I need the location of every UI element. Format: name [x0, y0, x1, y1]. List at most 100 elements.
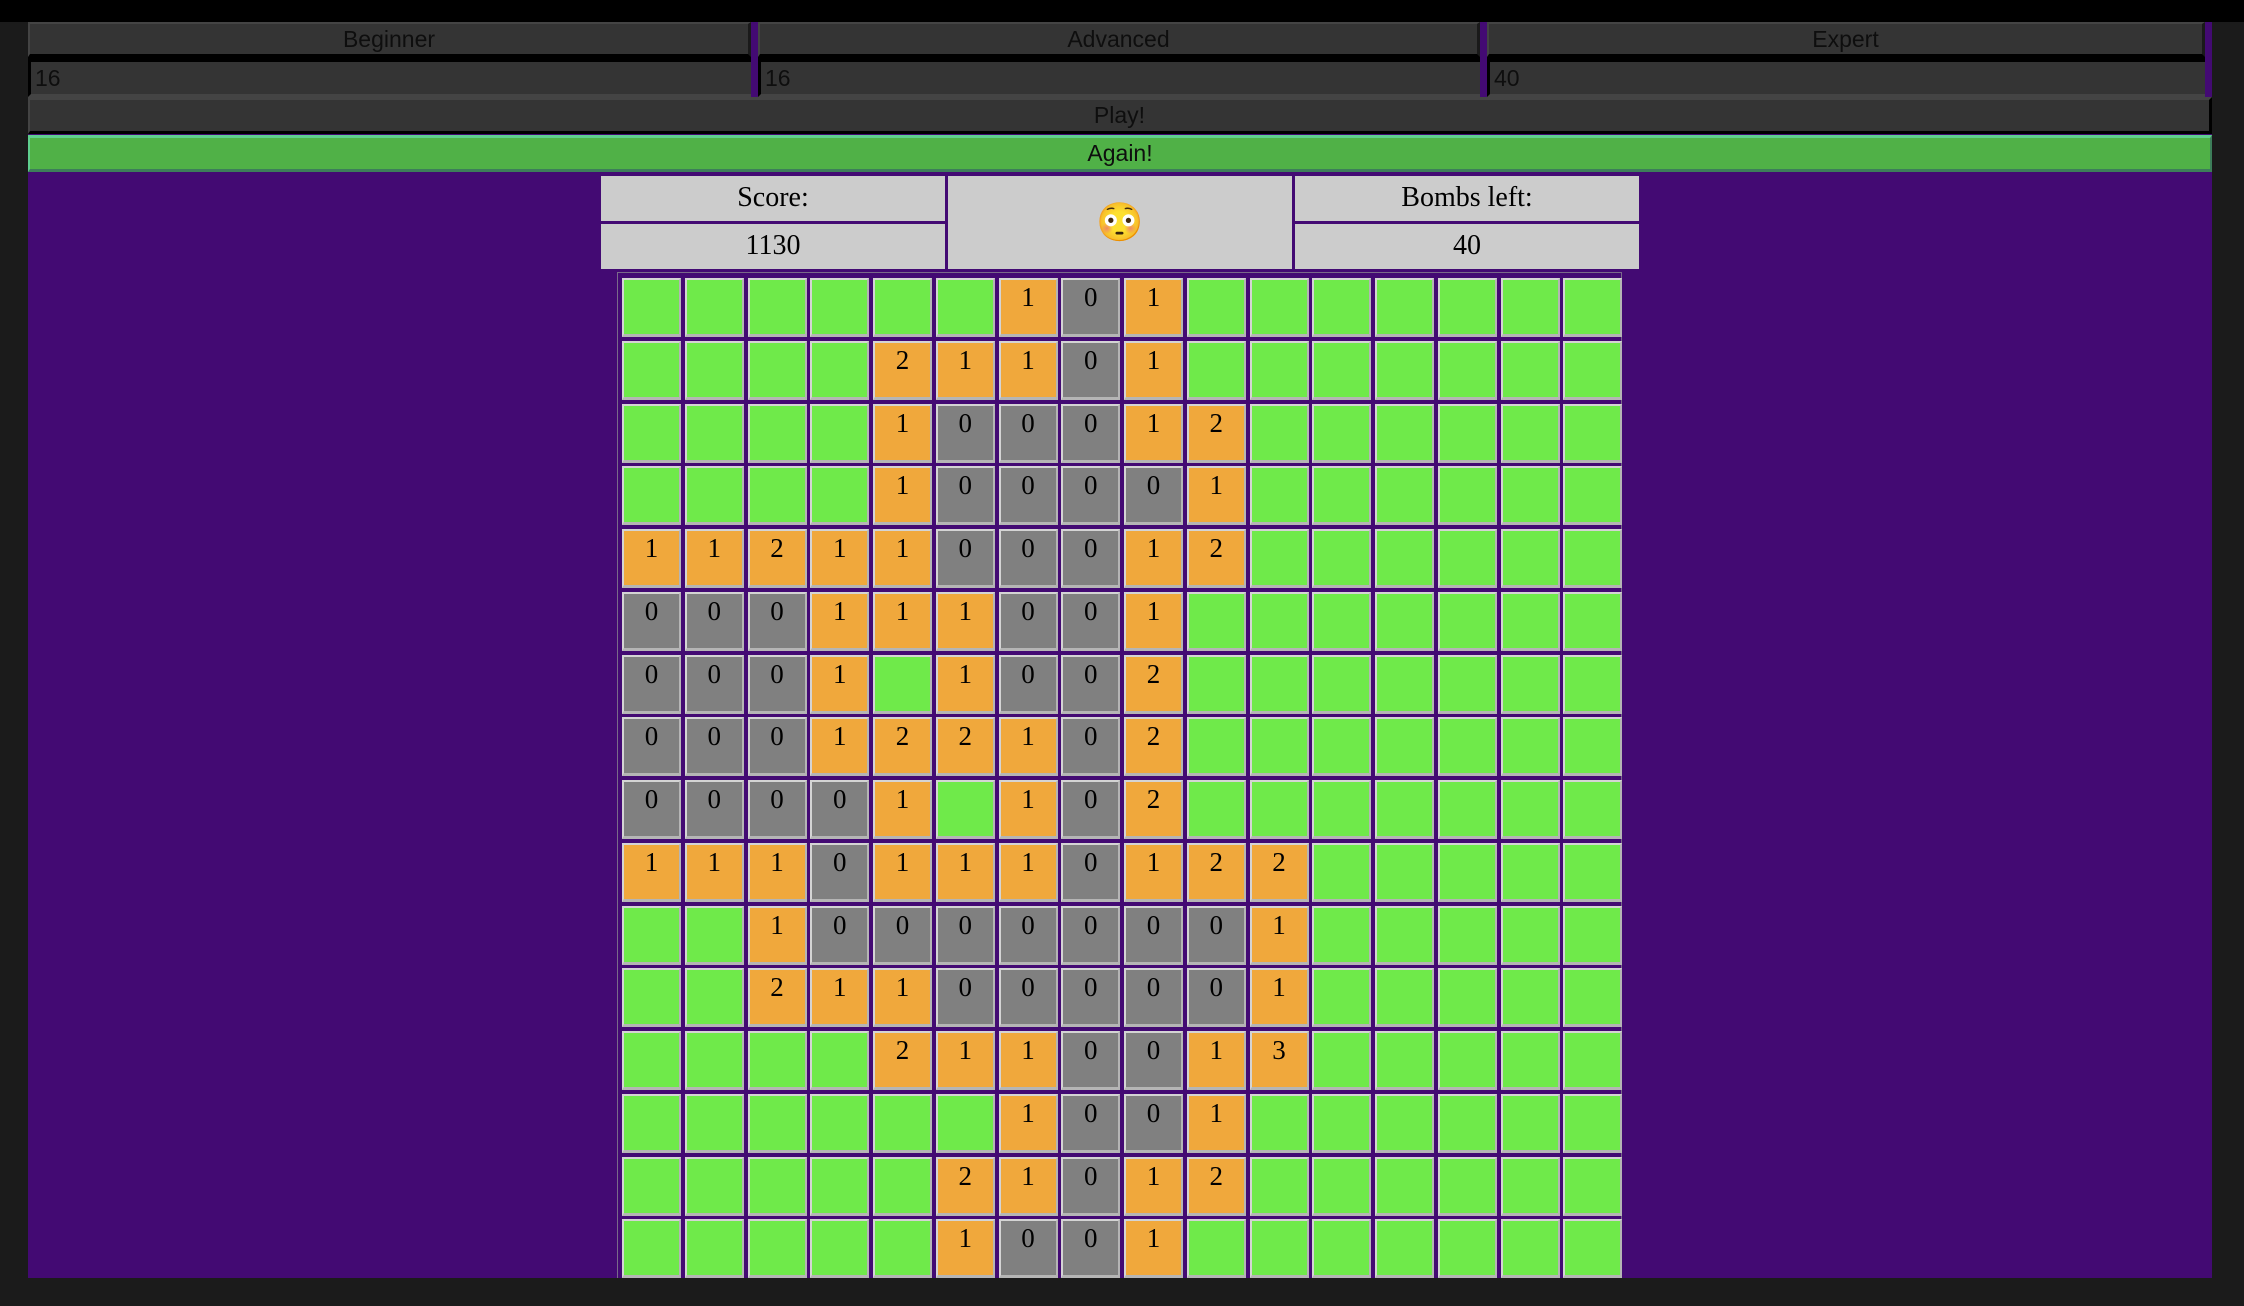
hidden-cell[interactable] — [1312, 1093, 1372, 1153]
hidden-cell[interactable] — [1437, 717, 1497, 777]
hidden-cell[interactable] — [1563, 968, 1623, 1028]
hidden-cell[interactable] — [1437, 842, 1497, 902]
hidden-cell[interactable] — [1500, 466, 1560, 526]
hidden-cell[interactable] — [684, 1156, 744, 1216]
revealed-cell[interactable]: 0 — [1124, 905, 1183, 965]
revealed-cell[interactable]: 1 — [873, 968, 932, 1028]
revealed-cell[interactable]: 0 — [1061, 654, 1121, 714]
revealed-cell[interactable]: 0 — [1061, 968, 1121, 1028]
hidden-cell[interactable] — [1312, 842, 1372, 902]
hidden-cell[interactable] — [1312, 466, 1372, 526]
revealed-cell[interactable]: 0 — [622, 654, 681, 714]
revealed-cell[interactable]: 0 — [810, 842, 870, 902]
hidden-cell[interactable] — [622, 905, 681, 965]
revealed-cell[interactable]: 2 — [873, 1031, 932, 1090]
revealed-cell[interactable]: 0 — [684, 717, 744, 777]
hidden-cell[interactable] — [1437, 1031, 1497, 1090]
hidden-cell[interactable] — [1500, 780, 1560, 839]
hidden-cell[interactable] — [1563, 717, 1623, 777]
revealed-cell[interactable]: 1 — [873, 591, 932, 651]
hidden-cell[interactable] — [1312, 1156, 1372, 1216]
expert-input[interactable] — [1487, 57, 2205, 97]
hidden-cell[interactable] — [1375, 968, 1434, 1028]
hidden-cell[interactable] — [1312, 717, 1372, 777]
revealed-cell[interactable]: 1 — [998, 780, 1058, 839]
hidden-cell[interactable] — [1437, 1219, 1497, 1279]
revealed-cell[interactable]: 0 — [1124, 1093, 1183, 1153]
hidden-cell[interactable] — [810, 1093, 870, 1153]
hidden-cell[interactable] — [1186, 780, 1246, 839]
revealed-cell[interactable]: 0 — [998, 466, 1058, 526]
revealed-cell[interactable]: 0 — [998, 1219, 1058, 1279]
hidden-cell[interactable] — [684, 1031, 744, 1090]
hidden-cell[interactable] — [1375, 1219, 1434, 1279]
hidden-cell[interactable] — [684, 1093, 744, 1153]
revealed-cell[interactable]: 0 — [684, 591, 744, 651]
hidden-cell[interactable] — [1500, 1219, 1560, 1279]
hidden-cell[interactable] — [1249, 654, 1309, 714]
revealed-cell[interactable]: 0 — [873, 905, 932, 965]
revealed-cell[interactable]: 0 — [747, 717, 807, 777]
hidden-cell[interactable] — [1437, 1156, 1497, 1216]
hidden-cell[interactable] — [1500, 905, 1560, 965]
hidden-cell[interactable] — [810, 403, 870, 463]
revealed-cell[interactable]: 0 — [1061, 1093, 1121, 1153]
revealed-cell[interactable]: 1 — [1124, 1156, 1183, 1216]
revealed-cell[interactable]: 0 — [1061, 591, 1121, 651]
revealed-cell[interactable]: 0 — [998, 968, 1058, 1028]
hidden-cell[interactable] — [1249, 466, 1309, 526]
revealed-cell[interactable]: 1 — [998, 842, 1058, 902]
hidden-cell[interactable] — [1375, 1031, 1434, 1090]
revealed-cell[interactable]: 1 — [810, 717, 870, 777]
hidden-cell[interactable] — [1563, 842, 1623, 902]
revealed-cell[interactable]: 1 — [1124, 591, 1183, 651]
hidden-cell[interactable] — [810, 278, 870, 337]
beginner-button[interactable]: Beginner — [28, 22, 751, 57]
revealed-cell[interactable]: 1 — [1124, 403, 1183, 463]
revealed-cell[interactable]: 0 — [1061, 340, 1121, 400]
hidden-cell[interactable] — [1312, 403, 1372, 463]
revealed-cell[interactable]: 0 — [998, 403, 1058, 463]
revealed-cell[interactable]: 0 — [1061, 278, 1121, 337]
hidden-cell[interactable] — [622, 1219, 681, 1279]
hidden-cell[interactable] — [1249, 780, 1309, 839]
hidden-cell[interactable] — [747, 466, 807, 526]
play-button[interactable]: Play! — [28, 97, 2212, 134]
revealed-cell[interactable]: 0 — [935, 403, 995, 463]
revealed-cell[interactable]: 0 — [1061, 403, 1121, 463]
revealed-cell[interactable]: 1 — [935, 1031, 995, 1090]
revealed-cell[interactable]: 0 — [684, 780, 744, 839]
revealed-cell[interactable]: 1 — [998, 1031, 1058, 1090]
revealed-cell[interactable]: 1 — [684, 842, 744, 902]
hidden-cell[interactable] — [1249, 1156, 1309, 1216]
hidden-cell[interactable] — [1563, 278, 1623, 337]
revealed-cell[interactable]: 0 — [747, 780, 807, 839]
hidden-cell[interactable] — [1186, 340, 1246, 400]
hidden-cell[interactable] — [1249, 340, 1309, 400]
revealed-cell[interactable]: 1 — [1124, 1219, 1183, 1279]
revealed-cell[interactable]: 1 — [873, 529, 932, 588]
revealed-cell[interactable]: 0 — [810, 780, 870, 839]
revealed-cell[interactable]: 0 — [1124, 466, 1183, 526]
hidden-cell[interactable] — [1500, 403, 1560, 463]
hidden-cell[interactable] — [1375, 654, 1434, 714]
revealed-cell[interactable]: 0 — [1186, 968, 1246, 1028]
hidden-cell[interactable] — [1563, 466, 1623, 526]
hidden-cell[interactable] — [1186, 717, 1246, 777]
revealed-cell[interactable]: 2 — [747, 529, 807, 588]
hidden-cell[interactable] — [747, 1093, 807, 1153]
hidden-cell[interactable] — [873, 1156, 932, 1216]
revealed-cell[interactable]: 1 — [810, 529, 870, 588]
hidden-cell[interactable] — [810, 466, 870, 526]
revealed-cell[interactable]: 1 — [1186, 1093, 1246, 1153]
hidden-cell[interactable] — [873, 1219, 932, 1279]
revealed-cell[interactable]: 1 — [935, 340, 995, 400]
revealed-cell[interactable]: 1 — [935, 591, 995, 651]
hidden-cell[interactable] — [1437, 905, 1497, 965]
revealed-cell[interactable]: 1 — [810, 654, 870, 714]
hidden-cell[interactable] — [1312, 654, 1372, 714]
hidden-cell[interactable] — [622, 1031, 681, 1090]
hidden-cell[interactable] — [1375, 1093, 1434, 1153]
revealed-cell[interactable]: 1 — [1186, 466, 1246, 526]
hidden-cell[interactable] — [1186, 1219, 1246, 1279]
